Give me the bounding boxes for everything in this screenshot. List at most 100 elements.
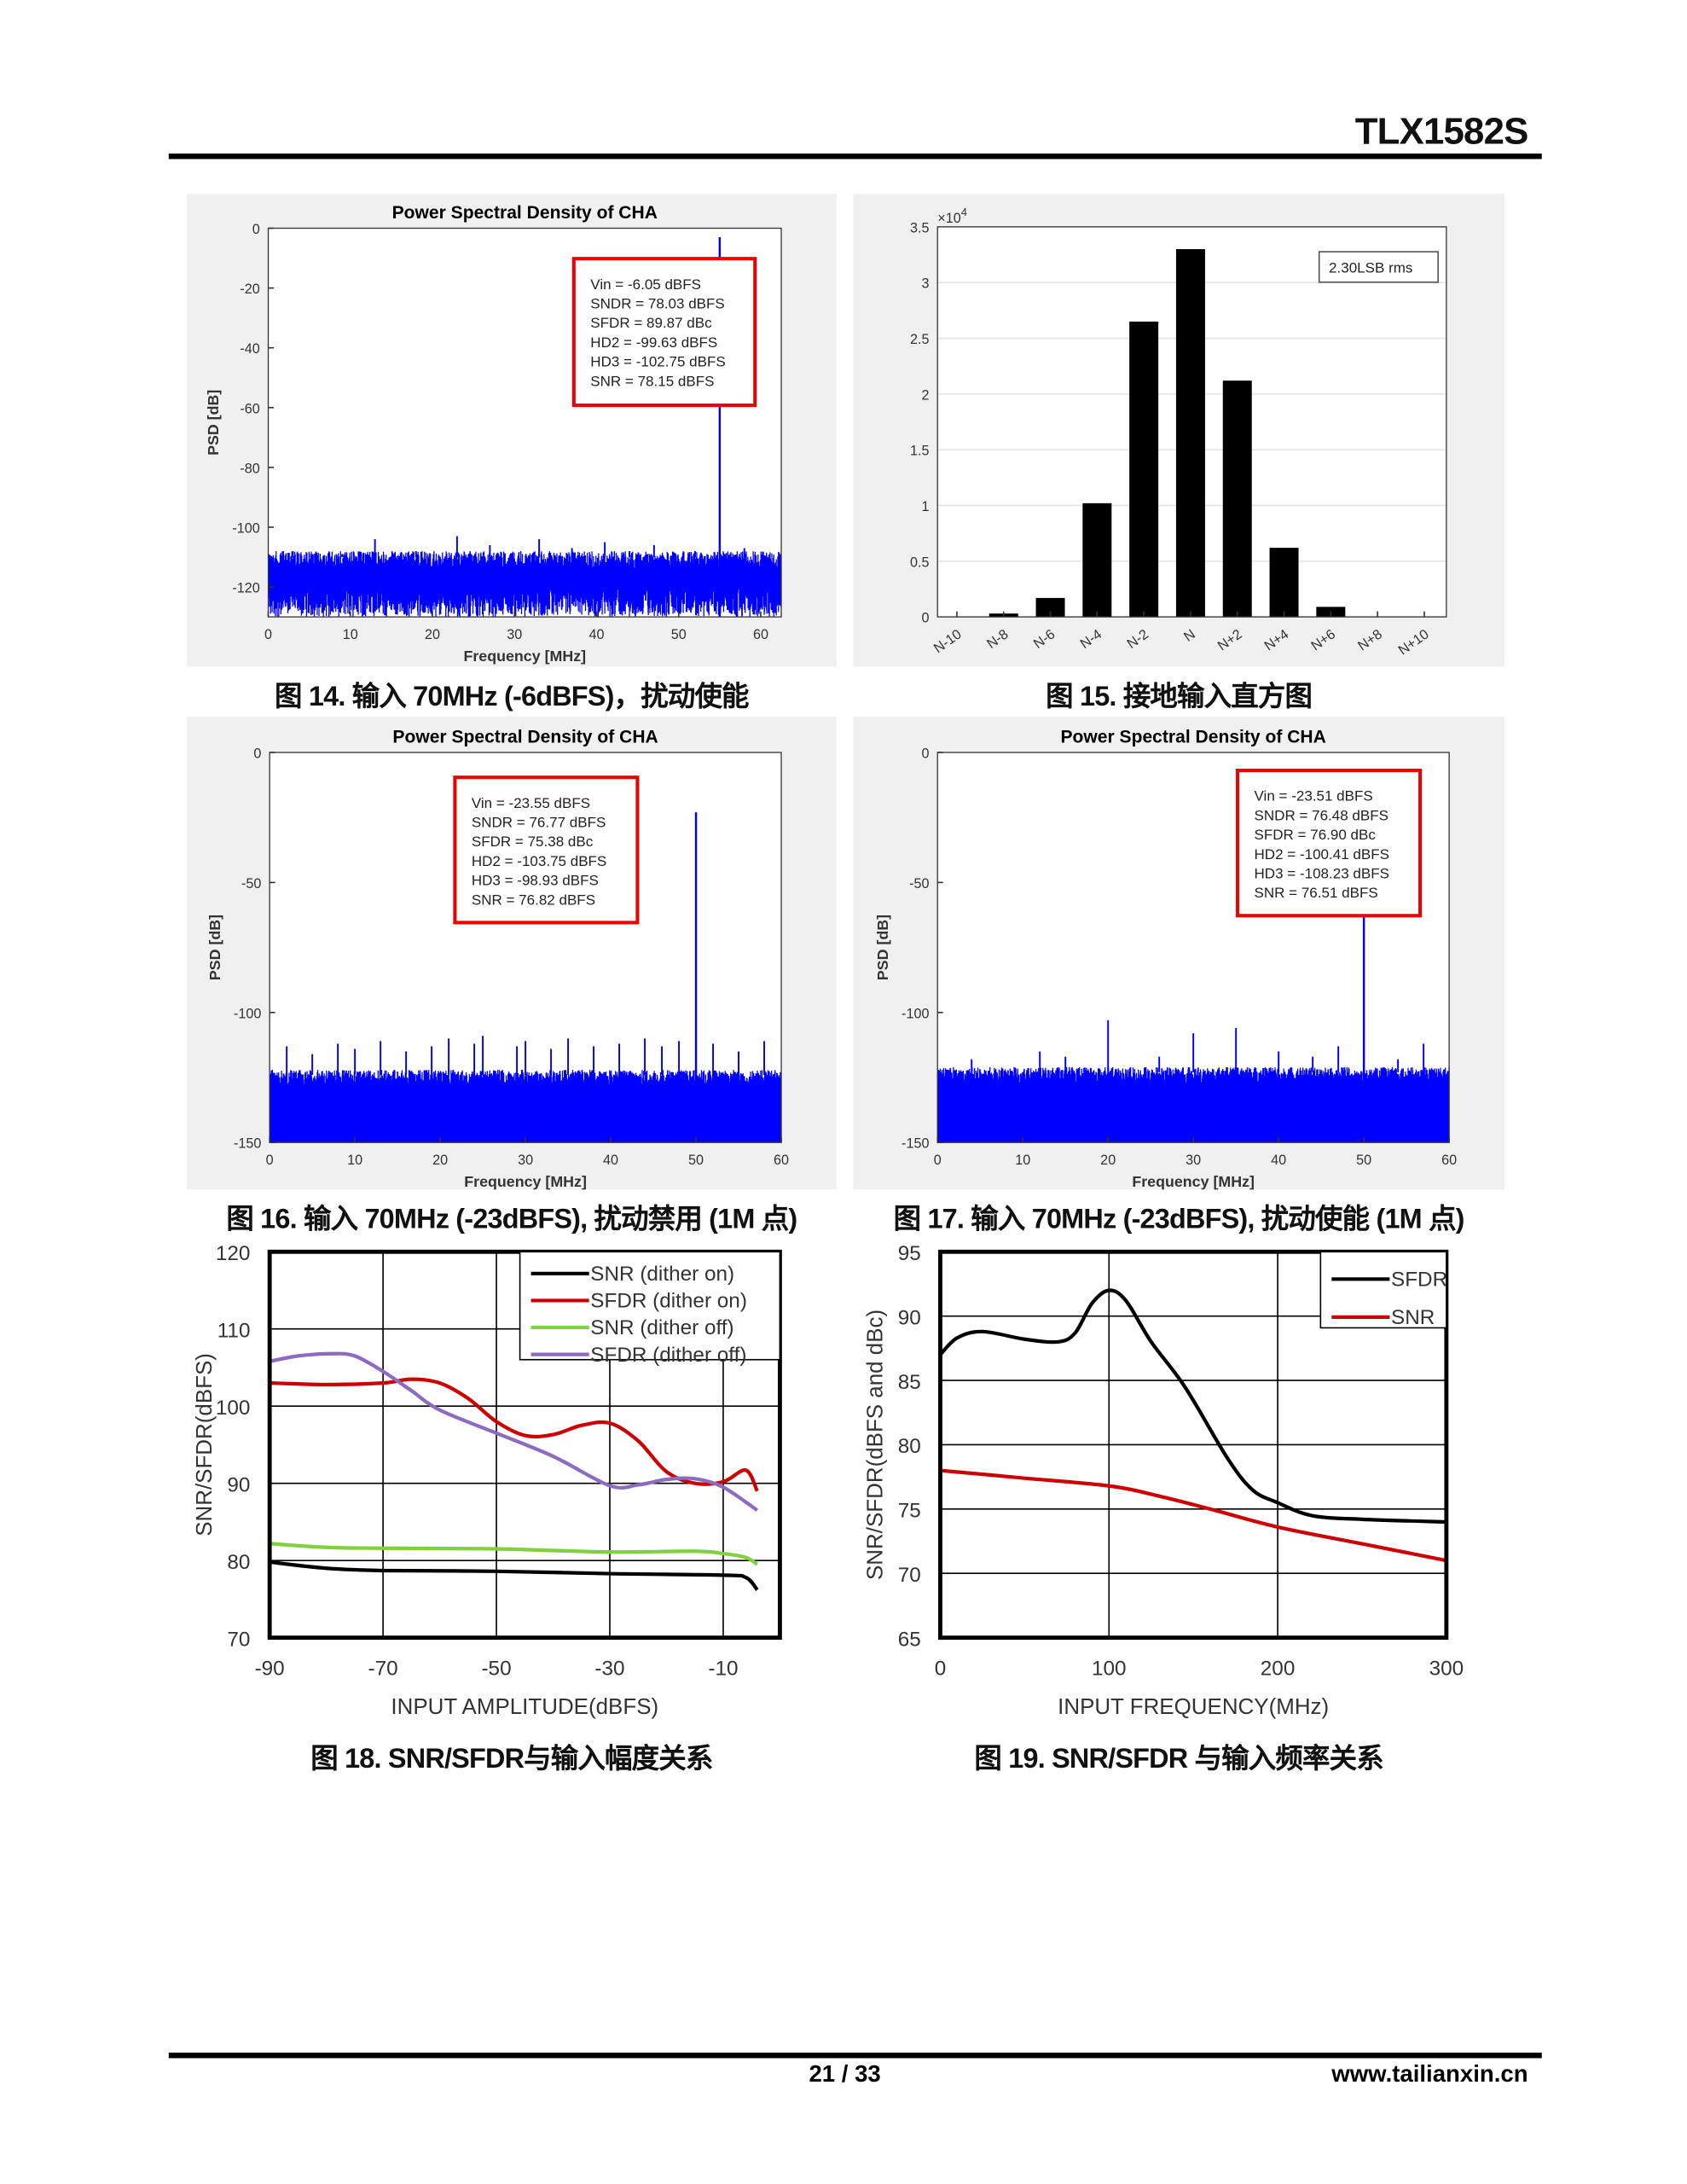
- y-axis-label: SNR/SFDR(dBFS and dBc): [863, 1310, 887, 1580]
- legend-label: SFDR (dither on): [590, 1290, 747, 1313]
- metric-text: HD3 = -108.23 dBFS: [1255, 866, 1389, 882]
- x-tick-label: 50: [671, 627, 687, 642]
- legend-box: [1319, 1251, 1447, 1329]
- footer-rule: [168, 2053, 1542, 2059]
- y-tick-label: 3: [921, 276, 929, 292]
- y-tick-label: 0.5: [910, 555, 930, 570]
- legend-box: [1318, 251, 1439, 283]
- x-axis-label: Frequency [MHz]: [463, 648, 586, 665]
- x-tick-label: 10: [347, 1153, 362, 1168]
- x-tick-label: -50: [481, 1657, 511, 1680]
- x-tick-label: 60: [774, 1153, 789, 1168]
- x-tick-label: 60: [753, 627, 768, 642]
- x-axis-label: Frequency [MHz]: [464, 1173, 587, 1189]
- y-tick-label: 65: [898, 1628, 921, 1651]
- y-tick-label: 70: [898, 1564, 921, 1587]
- x-tick-label: 10: [1015, 1153, 1030, 1168]
- series-line: [269, 1560, 759, 1591]
- x-tick-label: 20: [425, 627, 440, 642]
- histogram-bar: [1129, 321, 1159, 618]
- y-tick-label: 85: [898, 1371, 921, 1394]
- legend-label: SNR (dither off): [590, 1316, 733, 1339]
- chart-title: Power Spectral Density of CHA: [392, 203, 658, 223]
- document-title: TLX1582S: [1354, 110, 1529, 153]
- metric-text: SNDR = 78.03 dBFS: [590, 296, 724, 312]
- x-tick-label: 10: [343, 627, 358, 642]
- legend-text: 2.30LSB rms: [1329, 259, 1412, 276]
- y-axis-label: SNR/SFDR(dBFS): [193, 1353, 217, 1536]
- y-tick-label: 1.5: [910, 444, 930, 459]
- y-tick-label: 75: [898, 1500, 921, 1523]
- metric-text: HD2 = -99.63 dBFS: [590, 334, 717, 351]
- figure-15-chart: 0 0.5 1 1.5 2 2.5 3 3.5 N-10 N-8 N-6 N-4 N-2 N N+2 N+4 N…: [853, 193, 1504, 667]
- figure-18-caption: 图 18. SNR/SFDR与输入幅度关系: [310, 1744, 713, 1775]
- x-tick-label: 200: [1261, 1657, 1296, 1680]
- x-tick-label: 60: [1441, 1153, 1457, 1168]
- histogram-bar: [1175, 249, 1205, 618]
- series-line: [938, 1288, 1446, 1525]
- metric-text: SFDR = 76.90 dBc: [1255, 827, 1377, 843]
- plot-border: [267, 227, 782, 618]
- x-tick-label: 40: [603, 1153, 618, 1168]
- legend-label: SFDR: [1391, 1268, 1447, 1291]
- metrics-annotation-box: [1236, 769, 1423, 918]
- y-tick-label: 0: [252, 222, 260, 237]
- metrics-annotation-box: [453, 775, 640, 925]
- figure-17-chart: Power Spectral Density of CHA 0 10 20 30 40 50…: [853, 716, 1504, 1190]
- x-tick-label: 40: [588, 627, 604, 642]
- y-axis-label: PSD [dB]: [205, 390, 222, 456]
- y-tick-label: -150: [901, 1136, 929, 1152]
- metric-text: SFDR = 75.38 dBc: [472, 834, 594, 850]
- y-tick-label: 1: [921, 499, 929, 514]
- metric-text: HD2 = -103.75 dBFS: [472, 853, 606, 869]
- plot-border: [938, 1249, 1449, 1641]
- y-tick-label: -50: [241, 876, 261, 892]
- metric-text: Vin = -23.51 dBFS: [1255, 788, 1373, 804]
- x-tick-label: 0: [935, 1657, 947, 1680]
- x-tick-label: -30: [594, 1657, 624, 1680]
- y-tick-label: 110: [217, 1319, 251, 1342]
- y-tick-label: -100: [234, 1006, 261, 1021]
- x-tick-label: 20: [432, 1153, 448, 1168]
- x-tick-label: 0: [934, 1153, 942, 1168]
- x-tick-label: -90: [255, 1657, 285, 1680]
- legend-label: SFDR (dither off): [590, 1344, 746, 1367]
- page-number: 21 / 33: [809, 2060, 881, 2088]
- metric-text: Vin = -6.05 dBFS: [590, 276, 701, 293]
- website-link[interactable]: www.tailianxin.cn: [1331, 2060, 1528, 2088]
- x-tick-label: 50: [1356, 1153, 1371, 1168]
- y-tick-label: 2: [921, 387, 929, 403]
- y-tick-label: -40: [240, 341, 259, 357]
- y-tick-label: 0: [253, 746, 261, 761]
- x-tick-label: N+10: [1395, 626, 1431, 658]
- y-axis-label: PSD [dB]: [874, 915, 891, 980]
- y-tick-label: -120: [232, 581, 259, 596]
- x-axis-label: INPUT FREQUENCY(MHz): [1058, 1695, 1329, 1719]
- legend-box: [519, 1251, 781, 1361]
- x-tick-label: -70: [368, 1657, 398, 1680]
- figure-16-caption: 图 16. 输入 70MHz (-23dBFS), 扰动禁用 (1M 点): [226, 1205, 797, 1235]
- x-tick-label: N-6: [1031, 626, 1058, 652]
- x-axis-label: INPUT AMPLITUDE(dBFS): [391, 1695, 658, 1719]
- x-tick-label: 20: [1100, 1153, 1116, 1168]
- series-line: [269, 1351, 759, 1513]
- y-tick-label: -60: [240, 401, 259, 416]
- y-axis-multiplier-exponent: 4: [961, 206, 967, 218]
- y-tick-label: 95: [898, 1242, 921, 1265]
- figure-19-chart: 0 100 200 300 65 70 75 80 85 90 95 SFDR SNR INPUT FRE…: [853, 1238, 1504, 1729]
- metric-text: SNR = 76.51 dBFS: [1255, 885, 1378, 901]
- x-tick-label: 30: [518, 1153, 533, 1168]
- y-tick-label: -20: [240, 282, 259, 297]
- y-tick-label: 70: [227, 1628, 250, 1651]
- y-tick-label: 120: [216, 1242, 251, 1265]
- metric-text: SNDR = 76.77 dBFS: [472, 815, 606, 831]
- x-tick-label: N+8: [1355, 626, 1385, 653]
- chart-title: Power Spectral Density of CHA: [1061, 728, 1326, 747]
- histogram-bar: [1082, 502, 1112, 618]
- noise-floor-trace: [936, 1066, 1450, 1143]
- x-tick-label: 40: [1271, 1153, 1286, 1168]
- figure-15-caption: 图 15. 接地输入直方图: [1046, 682, 1313, 712]
- metric-text: HD3 = -98.93 dBFS: [472, 873, 599, 889]
- y-tick-label: -100: [232, 520, 259, 536]
